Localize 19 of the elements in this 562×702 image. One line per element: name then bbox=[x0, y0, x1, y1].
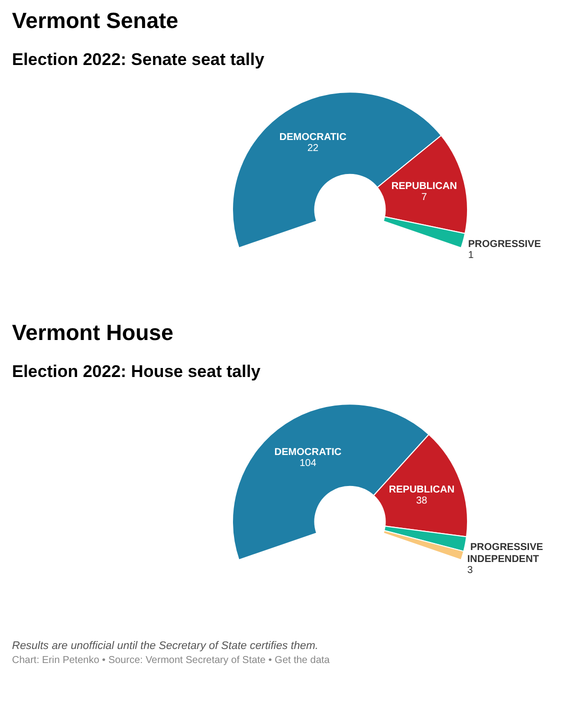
chart-subtitle: Election 2022: House seat tally bbox=[12, 362, 262, 382]
chart-title: Vermont House bbox=[12, 320, 174, 346]
text: Results are unofficial until the Secretary of State certifies them. bbox=[12, 640, 320, 652]
slice-label: PROGRESSIVE bbox=[470, 542, 544, 553]
chart-title: Vermont Senate bbox=[12, 8, 180, 34]
data-label: 38 bbox=[416, 495, 428, 506]
slice-label: INDEPENDENT bbox=[467, 554, 539, 565]
data-label: 3 bbox=[467, 564, 474, 576]
slice-label: DEMOCRATIC bbox=[274, 447, 342, 458]
slice-label: REPUBLICAN bbox=[391, 180, 457, 192]
slice-label: DEMOCRATIC bbox=[279, 132, 346, 144]
slice-label: REPUBLICAN bbox=[388, 484, 454, 496]
slice-label: PROGRESSIVE bbox=[468, 238, 542, 250]
data-label: 7 bbox=[421, 192, 428, 203]
data-label: 104 bbox=[300, 458, 317, 470]
chart-subtitle: Election 2022: Senate seat tally bbox=[12, 50, 266, 70]
data-label: 22 bbox=[307, 143, 319, 154]
data-label: 1 bbox=[468, 250, 474, 261]
text: Chart: Erin Petenko • Source: Vermont Secretary of State • Get the data bbox=[12, 655, 331, 666]
